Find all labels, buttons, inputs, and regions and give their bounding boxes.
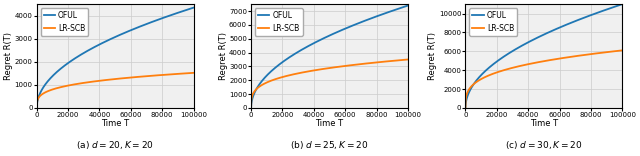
X-axis label: Time T: Time T bbox=[101, 119, 129, 128]
LR-SCB bbox=[461, 107, 469, 109]
Line: OFUL: OFUL bbox=[36, 8, 193, 108]
LR-SCB bbox=[399, 59, 407, 61]
LR-SCB bbox=[534, 61, 541, 63]
X-axis label: Time T: Time T bbox=[316, 119, 344, 128]
OFUL bbox=[371, 16, 378, 18]
LR-SCB bbox=[185, 72, 193, 74]
OFUL bbox=[470, 83, 477, 85]
LR-SCB bbox=[324, 67, 332, 69]
OFUL bbox=[585, 15, 593, 17]
Line: OFUL: OFUL bbox=[465, 4, 622, 108]
Line: OFUL: OFUL bbox=[251, 6, 408, 108]
LR-SCB bbox=[189, 72, 197, 74]
LR-SCB bbox=[33, 107, 40, 109]
OFUL bbox=[185, 8, 193, 10]
LR-SCB bbox=[585, 53, 593, 55]
Text: (b) $d = 25, K = 20$: (b) $d = 25, K = 20$ bbox=[291, 139, 369, 151]
LR-SCB bbox=[614, 50, 621, 52]
Line: LR-SCB: LR-SCB bbox=[465, 50, 622, 108]
OFUL bbox=[399, 6, 407, 8]
OFUL bbox=[319, 38, 327, 39]
OFUL bbox=[109, 37, 117, 39]
LR-SCB bbox=[371, 62, 378, 63]
LR-SCB bbox=[185, 72, 193, 74]
OFUL bbox=[614, 5, 621, 7]
Y-axis label: Regret R(T): Regret R(T) bbox=[428, 32, 437, 80]
LR-SCB bbox=[538, 61, 545, 63]
OFUL bbox=[534, 37, 541, 39]
LR-SCB bbox=[105, 79, 113, 81]
LR-SCB bbox=[404, 58, 412, 60]
OFUL bbox=[324, 36, 332, 37]
OFUL bbox=[41, 84, 49, 86]
OFUL bbox=[189, 7, 197, 9]
OFUL bbox=[255, 84, 263, 86]
OFUL bbox=[614, 5, 621, 7]
OFUL bbox=[399, 6, 407, 8]
Y-axis label: Regret R(T): Regret R(T) bbox=[4, 32, 13, 80]
OFUL bbox=[156, 18, 164, 20]
OFUL bbox=[461, 107, 469, 109]
OFUL bbox=[404, 5, 412, 7]
LR-SCB bbox=[255, 86, 263, 88]
LR-SCB bbox=[319, 68, 327, 70]
OFUL bbox=[247, 107, 255, 109]
OFUL bbox=[618, 3, 626, 5]
Line: LR-SCB: LR-SCB bbox=[36, 73, 193, 108]
OFUL bbox=[105, 39, 113, 41]
LR-SCB bbox=[247, 107, 255, 109]
X-axis label: Time T: Time T bbox=[530, 119, 558, 128]
Legend: OFUL, LR-SCB: OFUL, LR-SCB bbox=[469, 8, 517, 36]
Line: LR-SCB: LR-SCB bbox=[251, 59, 408, 108]
LR-SCB bbox=[618, 49, 626, 51]
LR-SCB bbox=[41, 92, 49, 94]
LR-SCB bbox=[470, 83, 477, 85]
OFUL bbox=[33, 107, 40, 109]
Text: (a) $d = 20, K = 20$: (a) $d = 20, K = 20$ bbox=[76, 139, 154, 151]
LR-SCB bbox=[399, 59, 407, 61]
OFUL bbox=[538, 35, 545, 37]
Text: (c) $d = 30, K = 20$: (c) $d = 30, K = 20$ bbox=[505, 139, 582, 151]
Legend: OFUL, LR-SCB: OFUL, LR-SCB bbox=[255, 8, 303, 36]
Legend: OFUL, LR-SCB: OFUL, LR-SCB bbox=[40, 8, 88, 36]
LR-SCB bbox=[156, 74, 164, 76]
LR-SCB bbox=[109, 78, 117, 80]
OFUL bbox=[185, 8, 193, 10]
Y-axis label: Regret R(T): Regret R(T) bbox=[218, 32, 228, 80]
LR-SCB bbox=[614, 50, 621, 52]
